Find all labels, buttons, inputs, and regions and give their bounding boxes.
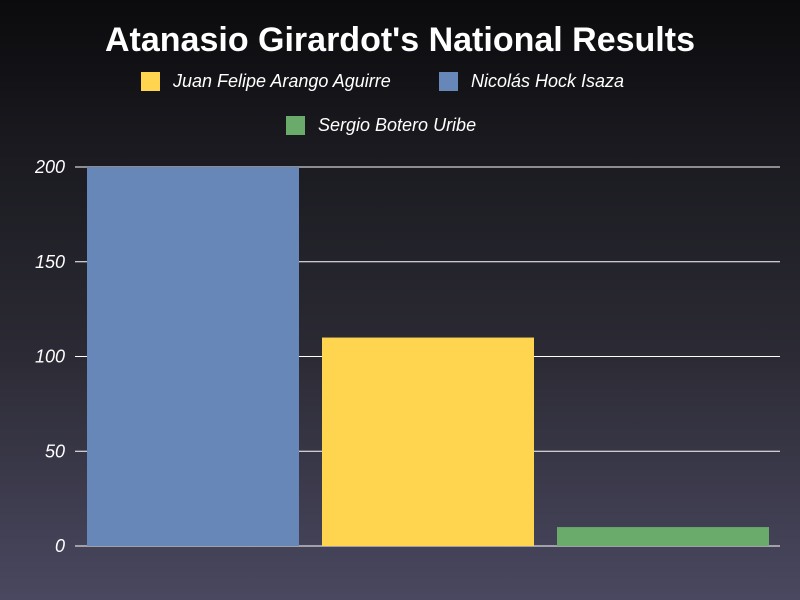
y-tick-label-200: 200 [34,157,65,177]
legend-swatch-sergio-botero-uribe [286,115,305,135]
legend-swatch-nicolas-hock-isaza [439,71,458,91]
bar-nicolas-hock-isaza [87,167,299,546]
bars [87,167,769,546]
bar-sergio-botero-uribe [557,527,769,546]
y-tick-label-50: 50 [45,441,65,461]
bar-juan-felipe-arango-aguirre [322,337,534,546]
y-tick-label-0: 0 [55,536,65,556]
legend-item-nicolas-hock-isaza: Nicolás Hock Isaza [439,70,624,92]
legend-label-nicolas-hock-isaza: Nicolás Hock Isaza [471,71,625,91]
legend-swatch-juan-felipe-arango-aguirre [141,71,160,91]
y-tick-label-100: 100 [35,347,65,367]
legend-label-sergio-botero-uribe: Sergio Botero Uribe [318,115,477,135]
chart-title: Atanasio Girardot's National Results [105,21,695,59]
legend-item-sergio-botero-uribe: Sergio Botero Uribe [286,114,476,136]
y-axis-ticks: 0 50 100 150 200 [34,157,65,556]
legend-label-juan-felipe-arango-aguirre: Juan Felipe Arango Aguirre [173,71,391,91]
legend-item-juan-felipe-arango-aguirre: Juan Felipe Arango Aguirre [141,70,391,92]
y-tick-label-150: 150 [35,252,65,272]
